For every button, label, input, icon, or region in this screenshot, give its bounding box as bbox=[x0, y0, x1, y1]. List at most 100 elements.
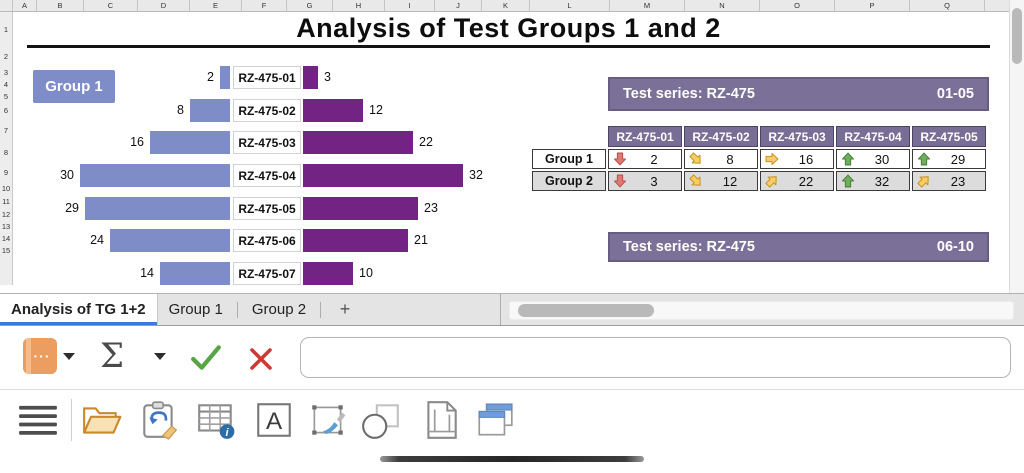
group2-value-label: 12 bbox=[369, 103, 383, 117]
result-cell-group-1-rz-475-02[interactable]: 8 bbox=[684, 149, 758, 169]
row-header-10[interactable]: 10 bbox=[1, 184, 11, 193]
page-columns-icon[interactable] bbox=[418, 397, 464, 443]
group1-bar-rz-475-07 bbox=[160, 262, 230, 285]
column-header-C[interactable]: C bbox=[84, 0, 138, 11]
row-header-2[interactable]: 2 bbox=[3, 51, 9, 61]
result-cell-group-2-rz-475-01[interactable]: 3 bbox=[608, 171, 682, 191]
sheet-tab-analysis-of-tg-1-2[interactable]: Analysis of TG 1+2 bbox=[0, 294, 158, 325]
checkmark-icon bbox=[191, 345, 221, 370]
paste-undo-icon[interactable] bbox=[136, 397, 182, 443]
category-label-rz-475-05: RZ-475-05 bbox=[233, 197, 301, 220]
sheet-tab-strip: Analysis of TG 1+2 Group 1 Group 2 + bbox=[0, 294, 366, 325]
sum-dropdown-icon[interactable] bbox=[154, 353, 166, 360]
sheet-title: Analysis of Test Groups 1 and 2 bbox=[296, 13, 721, 43]
row-header-6[interactable]: 6 bbox=[3, 105, 9, 115]
sheet-tab-label: Group 2 bbox=[251, 301, 307, 318]
butterfly-chart: 2 RZ-475-01 3 8 RZ-475-02 12 16 RZ-475-03 22 30 RZ… bbox=[0, 66, 1024, 285]
row-header-14[interactable]: 14 bbox=[1, 233, 11, 243]
cancel-button[interactable] bbox=[248, 346, 274, 377]
vertical-scrollbar-thumb[interactable] bbox=[1012, 8, 1022, 64]
sum-button[interactable]: Σ bbox=[100, 336, 125, 376]
column-header-M[interactable]: M bbox=[610, 0, 685, 11]
table-properties-icon[interactable]: i bbox=[193, 397, 239, 443]
add-sheet-button[interactable]: + bbox=[339, 299, 351, 319]
row-header-7[interactable]: 7 bbox=[3, 125, 9, 135]
horizontal-scrollbar[interactable] bbox=[509, 301, 1014, 320]
result-cell-group-2-rz-475-02[interactable]: 12 bbox=[684, 171, 758, 191]
results-row-label-group-2: Group 2 bbox=[532, 171, 606, 191]
sheet-tab-group-1[interactable]: Group 1 bbox=[158, 294, 234, 325]
result-value: 23 bbox=[950, 173, 966, 189]
group1-bar-rz-475-03 bbox=[150, 131, 230, 154]
group1-value-label: 16 bbox=[130, 135, 144, 149]
manage-windows-icon[interactable] bbox=[472, 397, 518, 443]
result-cell-group-2-rz-475-03[interactable]: 22 bbox=[760, 171, 834, 191]
formula-input[interactable] bbox=[300, 337, 1011, 378]
column-header-K[interactable]: K bbox=[482, 0, 530, 11]
insert-shapes-icon[interactable] bbox=[358, 397, 404, 443]
home-indicator[interactable] bbox=[380, 456, 644, 462]
column-header-D[interactable]: D bbox=[138, 0, 190, 11]
column-header-L[interactable]: L bbox=[530, 0, 610, 11]
name-box-button[interactable]: ··· bbox=[23, 338, 57, 374]
results-col-header-rz-475-02: RZ-475-02 bbox=[684, 126, 758, 147]
column-header-P[interactable]: P bbox=[835, 0, 910, 11]
group1-value-label: 14 bbox=[140, 266, 154, 280]
row-header-12[interactable]: 12 bbox=[1, 209, 11, 219]
row-header-3[interactable]: 3 bbox=[3, 67, 9, 77]
vertical-scrollbar[interactable] bbox=[1009, 0, 1024, 293]
column-header-G[interactable]: G bbox=[287, 0, 333, 11]
group1-bar-rz-475-06 bbox=[110, 229, 230, 252]
row-header-13[interactable]: 13 bbox=[1, 221, 11, 231]
column-header-O[interactable]: O bbox=[760, 0, 835, 11]
row-header-11[interactable]: 11 bbox=[2, 197, 10, 206]
trend-down-right-icon bbox=[689, 152, 701, 164]
category-label-rz-475-06: RZ-475-06 bbox=[233, 229, 301, 252]
name-box-dropdown-icon[interactable] bbox=[63, 353, 75, 360]
toolbar-divider bbox=[71, 399, 72, 441]
row-header-4[interactable]: 4 bbox=[3, 80, 9, 89]
chart-row-rz-475-04: 30 RZ-475-04 32 bbox=[0, 164, 1024, 187]
result-cell-group-2-rz-475-04[interactable]: 32 bbox=[836, 171, 910, 191]
row-header-9[interactable]: 9 bbox=[3, 168, 9, 177]
hamburger-menu-icon[interactable] bbox=[15, 397, 61, 443]
category-label-rz-475-01: RZ-475-01 bbox=[233, 66, 301, 89]
category-label-rz-475-02: RZ-475-02 bbox=[233, 99, 301, 122]
row-header-5[interactable]: 5 bbox=[3, 91, 9, 101]
column-header-E[interactable]: E bbox=[190, 0, 242, 11]
sheet-tab-group-2[interactable]: Group 2 bbox=[241, 294, 317, 325]
title-underline bbox=[27, 45, 990, 48]
result-cell-group-1-rz-475-03[interactable]: 16 bbox=[760, 149, 834, 169]
open-file-icon[interactable] bbox=[79, 397, 125, 443]
row-header-8[interactable]: 8 bbox=[3, 148, 9, 157]
trend-up-icon bbox=[917, 152, 931, 166]
result-cell-group-1-rz-475-01[interactable]: 2 bbox=[608, 149, 682, 169]
header-corner[interactable] bbox=[0, 0, 13, 11]
horizontal-scrollbar-thumb[interactable] bbox=[518, 304, 654, 317]
column-header-B[interactable]: B bbox=[37, 0, 84, 11]
character-format-icon[interactable]: A bbox=[251, 397, 297, 443]
group2-value-label: 3 bbox=[324, 70, 331, 84]
group1-bar-rz-475-05 bbox=[85, 197, 230, 220]
accept-button[interactable] bbox=[190, 344, 222, 377]
tab-separator bbox=[320, 301, 322, 318]
column-header-A[interactable]: A bbox=[13, 0, 37, 11]
result-cell-group-2-rz-475-05[interactable]: 23 bbox=[912, 171, 986, 191]
frame-style-icon[interactable] bbox=[305, 397, 351, 443]
column-header-J[interactable]: J bbox=[435, 0, 482, 11]
column-header-N[interactable]: N bbox=[685, 0, 760, 11]
row-header-15[interactable]: 15 bbox=[1, 245, 11, 255]
category-label-rz-475-07: RZ-475-07 bbox=[233, 262, 301, 285]
row-header-1[interactable]: 1 bbox=[3, 25, 9, 34]
column-header-H[interactable]: H bbox=[333, 0, 385, 11]
group1-value-label: 8 bbox=[177, 103, 184, 117]
column-header-I[interactable]: I bbox=[385, 0, 435, 11]
column-header-Q[interactable]: Q bbox=[910, 0, 985, 11]
result-cell-group-1-rz-475-05[interactable]: 29 bbox=[912, 149, 986, 169]
result-cell-group-1-rz-475-04[interactable]: 30 bbox=[836, 149, 910, 169]
tabbar-divider bbox=[500, 294, 501, 325]
column-header-F[interactable]: F bbox=[242, 0, 287, 11]
group2-bar-rz-475-02 bbox=[303, 99, 363, 122]
group2-bar-rz-475-05 bbox=[303, 197, 418, 220]
